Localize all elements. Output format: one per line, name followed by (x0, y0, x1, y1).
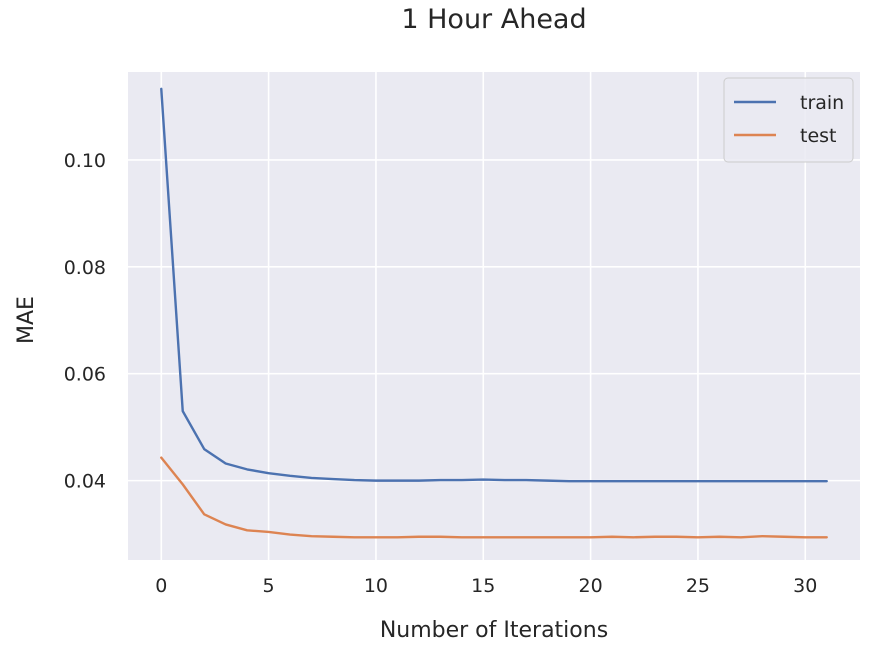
x-tick-label: 30 (793, 575, 817, 597)
y-axis-label: MAE (14, 296, 39, 344)
series-line-train (160, 87, 828, 483)
y-tick-label: 0.08 (64, 257, 106, 279)
chart-title: 1 Hour Ahead (401, 4, 586, 35)
x-tick-label: 5 (263, 575, 275, 597)
x-tick-label: 0 (155, 575, 167, 597)
legend-label-test: test (800, 125, 837, 147)
series-lines (160, 87, 828, 539)
y-tick-label: 0.10 (64, 150, 106, 172)
legend-box (723, 77, 854, 163)
x-tick-label: 15 (471, 575, 495, 597)
x-tick-label: 25 (686, 575, 710, 597)
legend-label-train: train (800, 92, 844, 114)
series-line-test (160, 456, 828, 539)
y-tick-label: 0.06 (64, 364, 106, 386)
x-tick-label: 20 (579, 575, 603, 597)
x-axis-label: Number of Iterations (380, 618, 608, 643)
tick-labels: 0 5 10 15 20 25 30 0.04 0.06 0.08 0.10 (64, 150, 818, 597)
legend: train test (723, 77, 854, 163)
x-tick-label: 10 (364, 575, 388, 597)
y-tick-label: 0.04 (64, 471, 106, 493)
